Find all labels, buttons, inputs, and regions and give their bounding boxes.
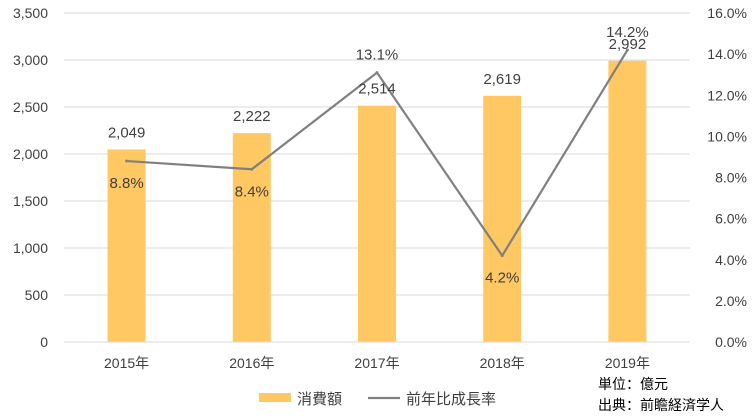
x-tick-label: 2018年	[480, 355, 525, 371]
y-right-tick-label: 6.0%	[715, 211, 747, 227]
line-series	[125, 48, 629, 258]
y-right-tick-label: 8.0%	[715, 170, 747, 186]
unit-note: 単位：億元	[598, 377, 668, 393]
line-point	[625, 48, 629, 52]
x-tick-label: 2017年	[354, 355, 399, 371]
legend-label-line: 前年比成長率	[406, 390, 496, 408]
y-right-tick-label: 0.0%	[715, 334, 747, 350]
line-point	[250, 167, 254, 171]
bar	[107, 149, 146, 342]
legend-swatch-bar	[259, 393, 291, 402]
line-point	[375, 71, 379, 75]
y-right-tick-label: 16.0%	[707, 5, 747, 21]
y-left-tick-label: 1,000	[13, 240, 48, 256]
x-tick-label: 2015年	[104, 355, 149, 371]
y-right-tick-label: 4.0%	[715, 252, 747, 268]
y-left-tick-label: 2,500	[13, 99, 48, 115]
y-left-tick-label: 2,000	[13, 146, 48, 162]
y-left-tick-label: 3,000	[13, 52, 48, 68]
x-tick-label: 2016年	[229, 355, 274, 371]
line-value-label: 4.2%	[485, 270, 519, 287]
y-right-tick-label: 2.0%	[715, 293, 747, 309]
bar-value-label: 2,992	[609, 36, 647, 53]
bar-value-label: 2,514	[358, 81, 396, 98]
y-left-tick-label: 500	[25, 287, 49, 303]
legend-label-bar: 消費額	[297, 390, 342, 408]
axes: 0 500 1,000 1,500 2,000 2,500 3,000 3,500 0.0% 2.…	[13, 5, 747, 371]
line-value-label: 14.2%	[606, 24, 649, 41]
bar	[483, 95, 522, 343]
line-value-label: 8.4%	[235, 183, 269, 200]
y-left-tick-label: 1,500	[13, 193, 48, 209]
bar	[608, 60, 647, 342]
y-right-tick-label: 14.0%	[707, 46, 747, 62]
source-note: 出典：前瞻経済学人	[598, 398, 724, 414]
legend: 消費額 前年比成長率	[259, 390, 496, 408]
line-value-label: 8.8%	[109, 175, 143, 192]
y-right-tick-label: 10.0%	[707, 128, 747, 144]
y-right-tick-label: 12.0%	[707, 87, 747, 103]
y-left-tick-label: 3,500	[13, 5, 48, 21]
bar	[358, 105, 396, 343]
bar	[232, 133, 271, 342]
line-point	[125, 159, 129, 163]
y-left-tick-label: 0	[40, 334, 48, 350]
bar-value-label: 2,619	[483, 71, 521, 88]
line-value-label: 13.1%	[356, 47, 399, 64]
bar-value-label: 2,222	[233, 108, 271, 125]
line-point	[500, 254, 504, 258]
bar-value-label: 2,049	[108, 124, 146, 141]
data-labels: 2,049 2,222 2,514 2,619 2,992 8.8% 8.4% 13.1% 4.…	[108, 24, 649, 287]
x-tick-label: 2019年	[605, 355, 650, 371]
